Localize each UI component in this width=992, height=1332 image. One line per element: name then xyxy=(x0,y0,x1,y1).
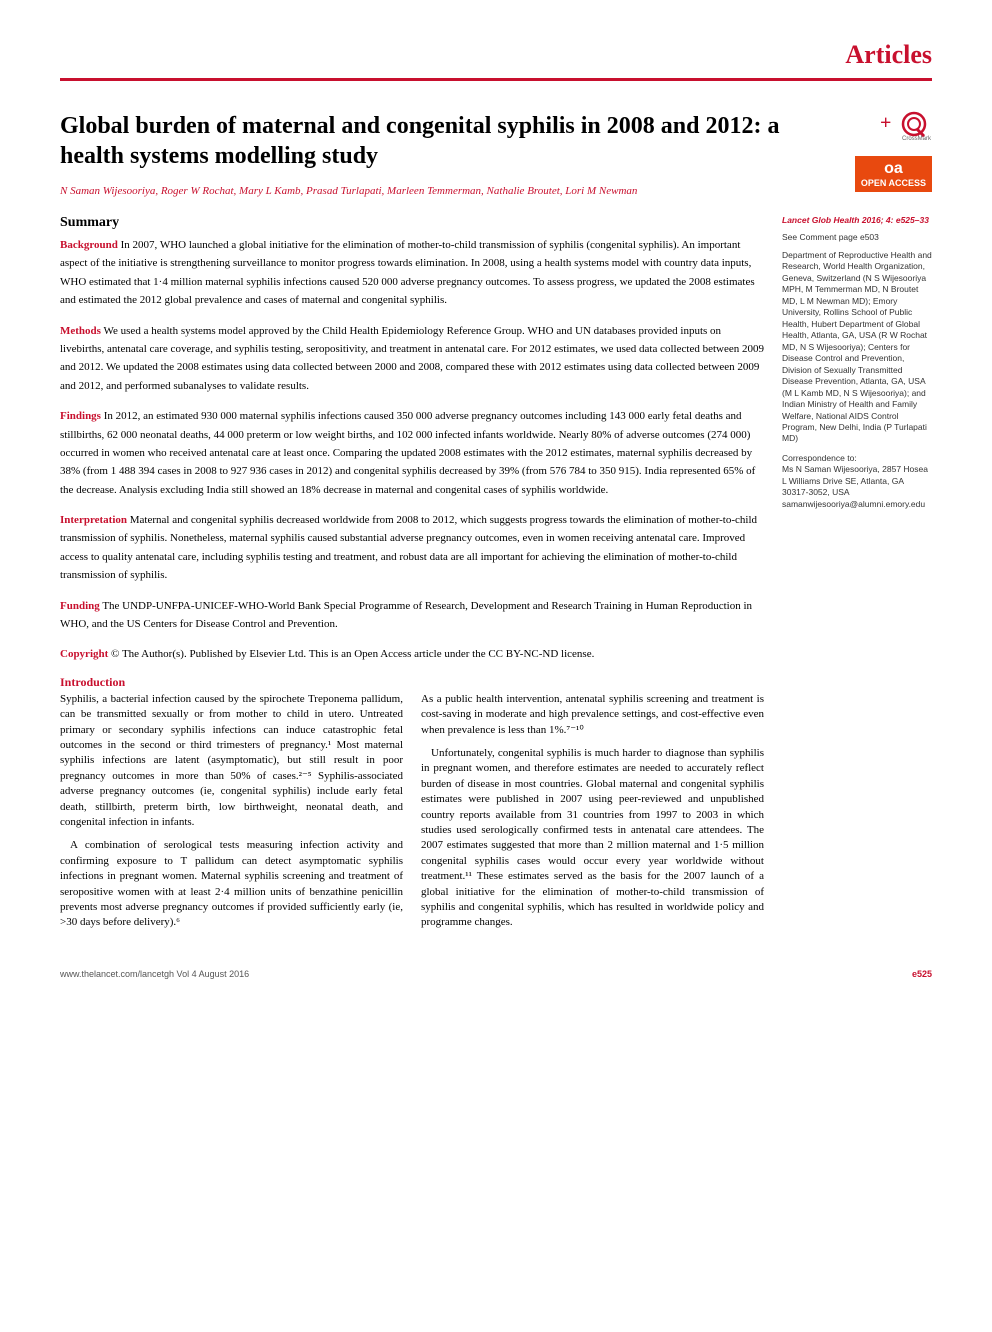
svg-text:+: + xyxy=(880,112,891,134)
summary-heading: Summary xyxy=(60,215,764,231)
correspondence-label: Correspondence to: xyxy=(782,453,932,464)
oa-label: OPEN ACCESS xyxy=(861,178,926,188)
affiliations: Department of Reproductive Health and Re… xyxy=(782,250,932,445)
findings-text: In 2012, an estimated 930 000 maternal s… xyxy=(60,410,755,496)
methods-text: We used a health systems model approved … xyxy=(60,325,764,392)
background-label: Background xyxy=(60,239,118,251)
intro-col2-p2: Unfortunately, congenital syphilis is mu… xyxy=(421,746,764,931)
findings-label: Findings xyxy=(60,410,101,422)
introduction-heading: Introduction xyxy=(60,675,764,690)
copyright-text: © The Author(s). Published by Elsevier L… xyxy=(111,648,594,660)
interpretation-text: Maternal and congenital syphilis decreas… xyxy=(60,514,757,581)
section-label: Articles xyxy=(845,40,932,69)
crossmark-icon[interactable]: + CrossMark xyxy=(822,111,932,146)
interpretation-label: Interpretation xyxy=(60,514,127,526)
svg-text:CrossMark: CrossMark xyxy=(902,136,932,141)
oa-letters: oa xyxy=(861,159,926,178)
page-number: e525 xyxy=(912,969,932,979)
citation: Lancet Glob Health 2016; 4: e525–33 xyxy=(782,215,932,226)
intro-col1-p2: A combination of serological tests measu… xyxy=(60,838,403,930)
see-comment: See Comment page e503 xyxy=(782,232,932,243)
funding-label: Funding xyxy=(60,600,100,612)
open-access-badge: oa OPEN ACCESS xyxy=(855,156,932,192)
funding-text: The UNDP-UNFPA-UNICEF-WHO-World Bank Spe… xyxy=(60,600,752,630)
article-title: Global burden of maternal and congenital… xyxy=(60,111,802,171)
background-text: In 2007, WHO launched a global initiativ… xyxy=(60,239,755,306)
methods-label: Methods xyxy=(60,325,101,337)
copyright-label: Copyright xyxy=(60,648,108,660)
article-authors: N Saman Wijesooriya, Roger W Rochat, Mar… xyxy=(60,185,802,197)
intro-col2-p1: As a public health intervention, antenat… xyxy=(421,692,764,738)
top-rule xyxy=(60,78,932,81)
footer-left: www.thelancet.com/lancetgh Vol 4 August … xyxy=(60,969,249,979)
correspondence: Ms N Saman Wijesooriya, 2857 Hosea L Wil… xyxy=(782,464,932,510)
intro-col1-p1: Syphilis, a bacterial infection caused b… xyxy=(60,692,403,831)
